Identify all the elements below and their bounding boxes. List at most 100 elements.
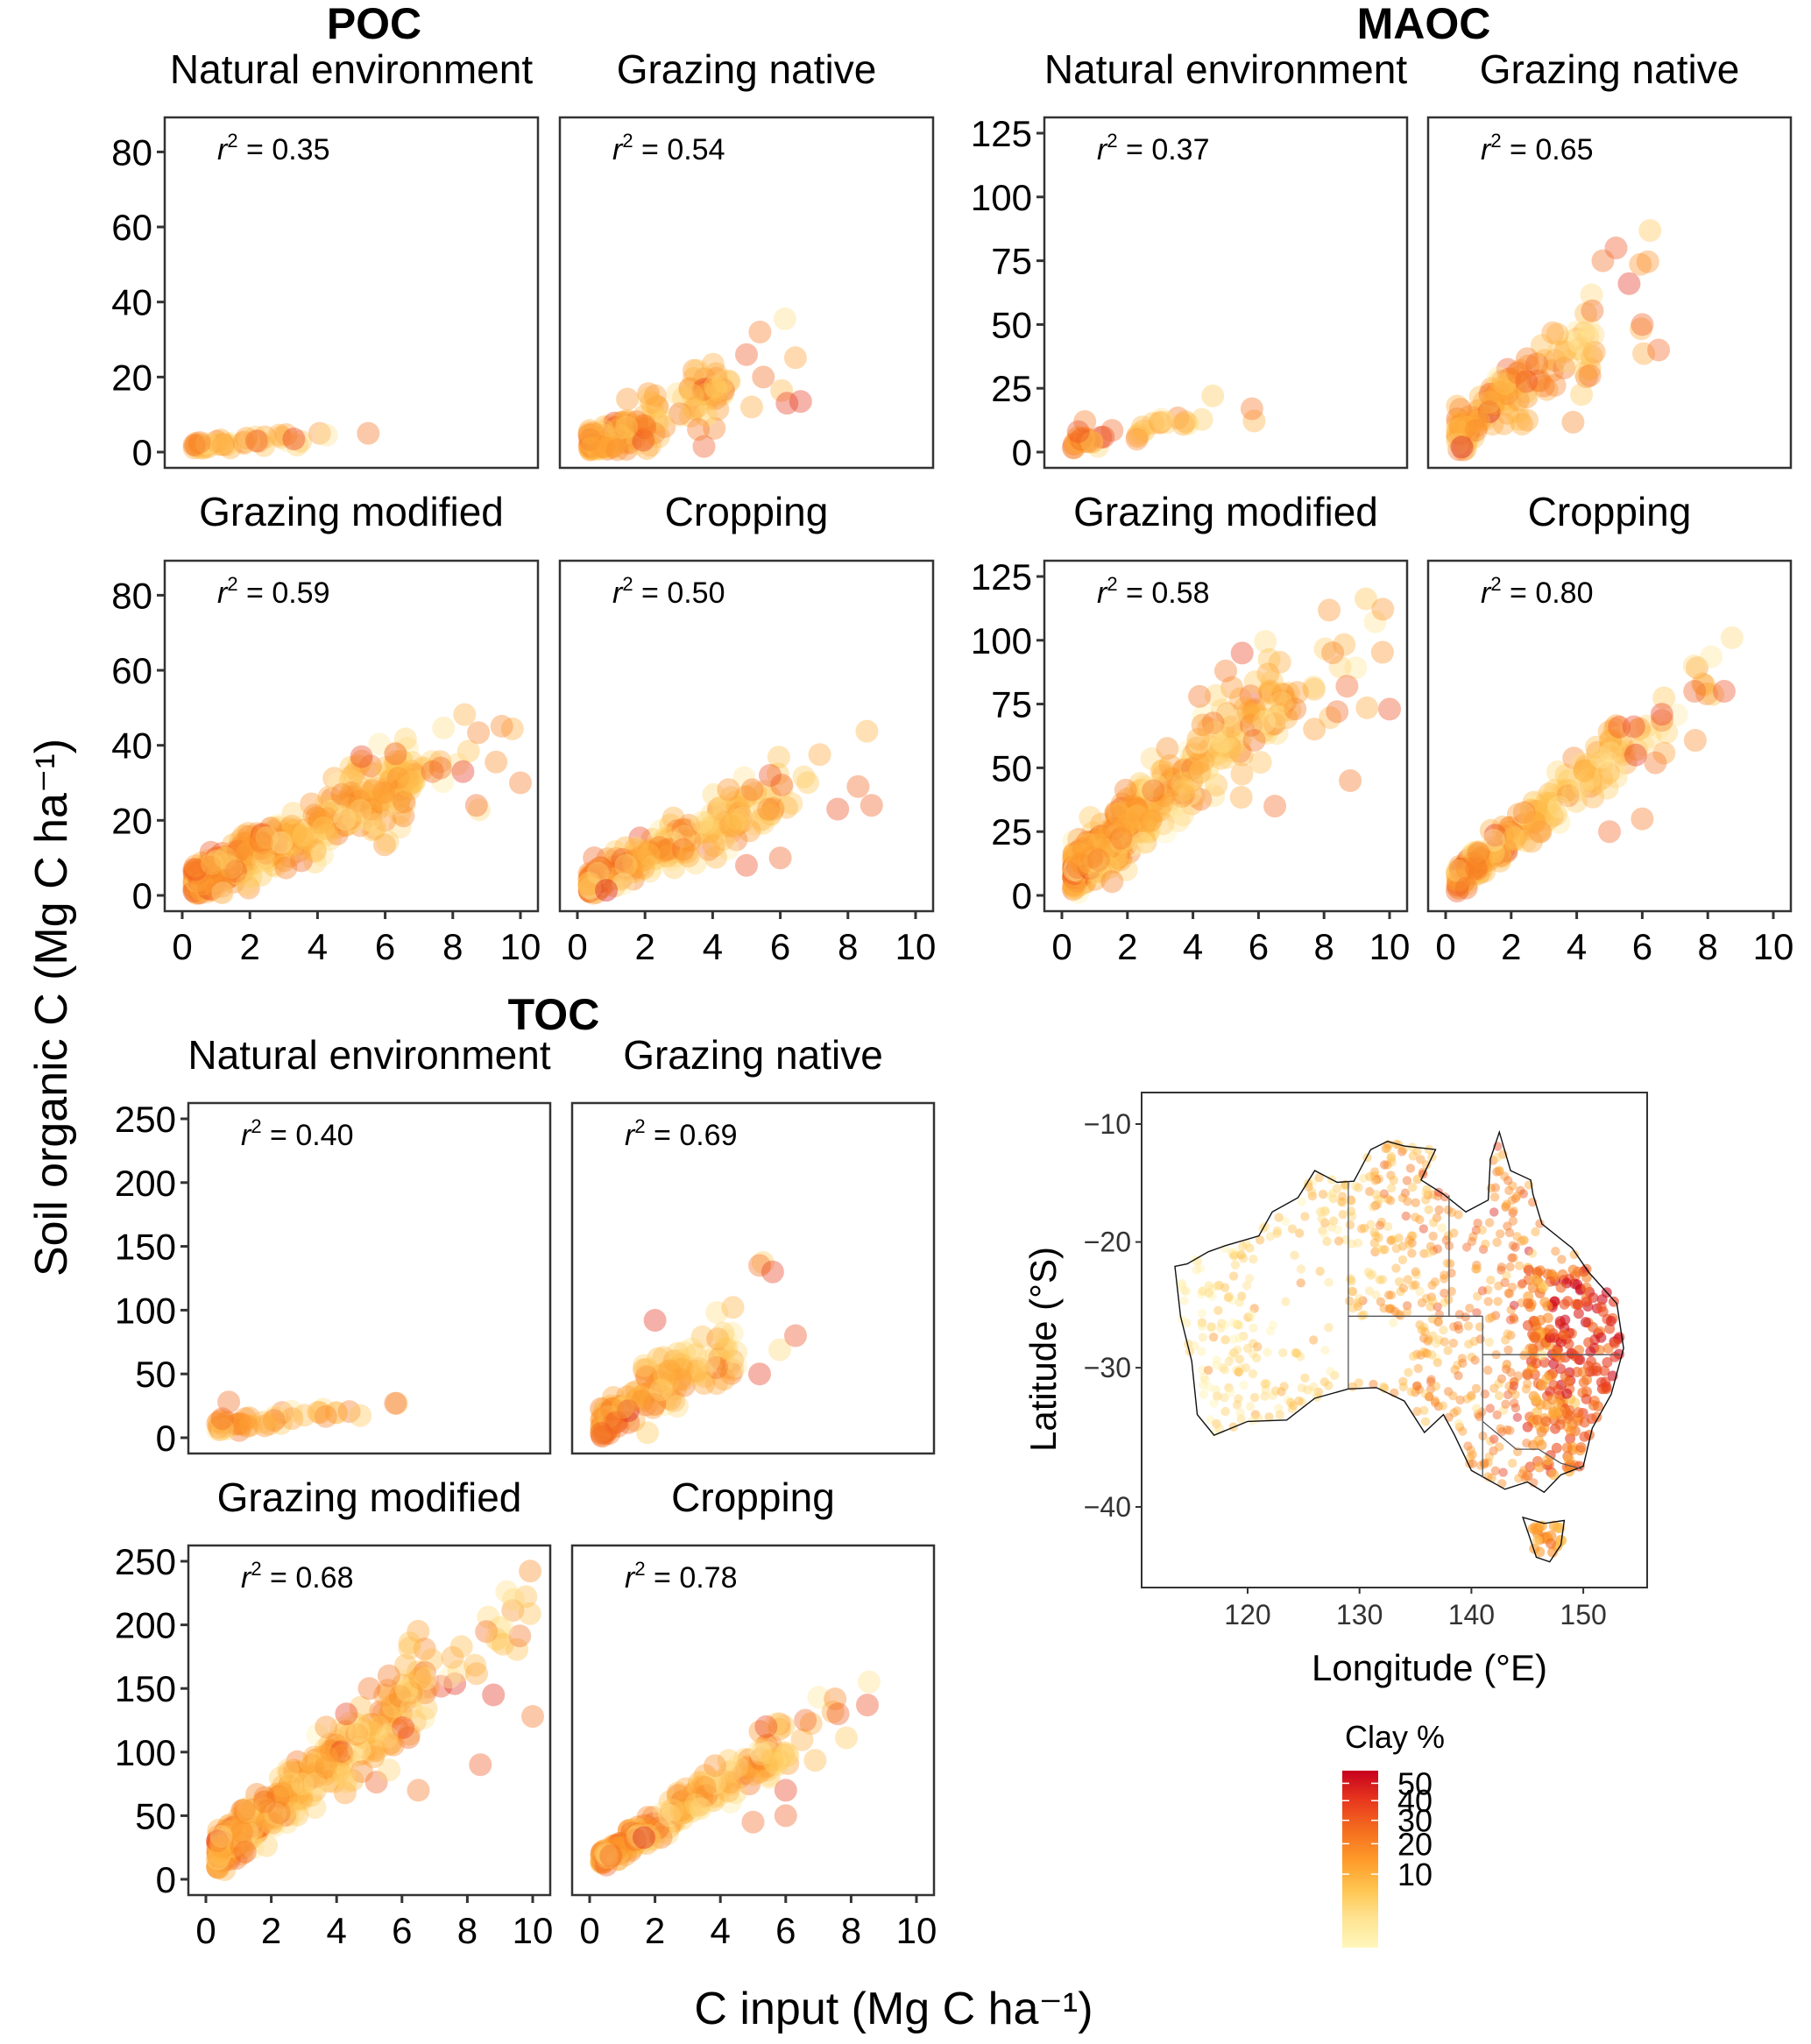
data-point [640, 398, 664, 421]
panel-title: Grazing modified [199, 489, 504, 534]
map-point [1602, 1357, 1613, 1368]
map-point [1234, 1367, 1243, 1377]
data-point [1088, 856, 1112, 880]
data-point [645, 411, 669, 435]
map-point [1530, 1274, 1540, 1285]
data-point [408, 1666, 432, 1690]
data-point [1561, 410, 1585, 434]
data-point [578, 866, 602, 889]
data-point [182, 872, 206, 895]
data-point [643, 1309, 667, 1332]
map-point [1247, 1309, 1256, 1319]
data-point [1493, 372, 1517, 395]
data-point [396, 736, 419, 760]
data-point [1472, 390, 1496, 414]
data-point [586, 861, 610, 885]
data-point [1212, 733, 1235, 757]
data-point [1068, 853, 1092, 877]
data-point [716, 369, 739, 393]
data-point [315, 423, 338, 447]
data-point [1185, 753, 1209, 776]
data-point [796, 771, 819, 795]
map-point [1290, 1250, 1299, 1261]
data-point [860, 794, 883, 817]
data-point [330, 782, 354, 806]
data-point [235, 843, 258, 866]
data-point [334, 814, 357, 838]
x-tick-label: 10 [500, 926, 541, 967]
data-point [1134, 831, 1157, 854]
data-point [192, 864, 216, 888]
map-point [1484, 1337, 1495, 1347]
data-point [613, 856, 637, 880]
data-point [398, 1631, 421, 1655]
r2-label: r2 = 0.35 [217, 130, 330, 166]
data-point [752, 811, 775, 835]
scatter-points [1062, 587, 1401, 904]
data-point [1065, 865, 1088, 888]
data-point [349, 814, 372, 838]
data-point [578, 419, 602, 442]
data-point [1188, 684, 1212, 708]
scatter-points [1062, 384, 1266, 460]
data-point [1183, 750, 1206, 774]
data-point [771, 775, 794, 799]
data-point [601, 435, 625, 458]
data-point [739, 395, 763, 419]
data-point [1270, 698, 1294, 722]
data-point [588, 436, 612, 460]
map-point [1489, 1207, 1499, 1217]
data-point [696, 810, 718, 834]
data-point [1085, 828, 1108, 852]
data-point [759, 803, 782, 826]
data-point [345, 790, 369, 814]
data-point [1170, 785, 1193, 809]
data-point [761, 796, 785, 820]
data-point [199, 879, 223, 902]
data-point [775, 392, 799, 415]
map-point [1535, 1219, 1545, 1228]
map-point [1579, 1417, 1590, 1428]
data-point [284, 820, 308, 844]
data-point [577, 873, 601, 896]
map-point [1421, 1188, 1431, 1199]
data-point [276, 1758, 300, 1782]
data-point [456, 739, 480, 763]
data-point [289, 429, 313, 453]
data-point [604, 839, 627, 863]
data-point [1604, 237, 1628, 259]
data-point [1140, 782, 1164, 806]
data-point [697, 820, 721, 844]
map-point [1204, 1281, 1214, 1291]
map-x-tick-label: 150 [1560, 1599, 1606, 1630]
data-point [685, 358, 709, 382]
map-point [1573, 1407, 1584, 1418]
data-point [291, 826, 315, 850]
map-point [1552, 1398, 1563, 1410]
data-point [312, 816, 336, 839]
data-point [1150, 760, 1173, 783]
data-point [332, 1764, 356, 1787]
map-point [1577, 1367, 1588, 1378]
data-point [345, 795, 369, 818]
data-point [624, 860, 647, 884]
data-point [1062, 859, 1086, 882]
data-point [183, 859, 207, 882]
data-point [1446, 407, 1469, 430]
data-point [332, 790, 356, 814]
y-tick-label: 200 [115, 1163, 176, 1204]
data-point [252, 839, 276, 863]
data-point [1496, 382, 1519, 406]
data-point [1171, 784, 1194, 808]
data-point [210, 842, 234, 865]
map-point [1583, 1337, 1595, 1348]
data-point [182, 875, 206, 899]
map-point [1443, 1346, 1453, 1355]
data-point [711, 378, 735, 401]
data-point [385, 760, 408, 783]
r2-superscript: 2 [1490, 573, 1501, 595]
data-point [1371, 598, 1395, 621]
x-tick-label: 8 [1314, 926, 1334, 967]
map-point [1413, 1363, 1423, 1374]
data-point [725, 808, 749, 831]
